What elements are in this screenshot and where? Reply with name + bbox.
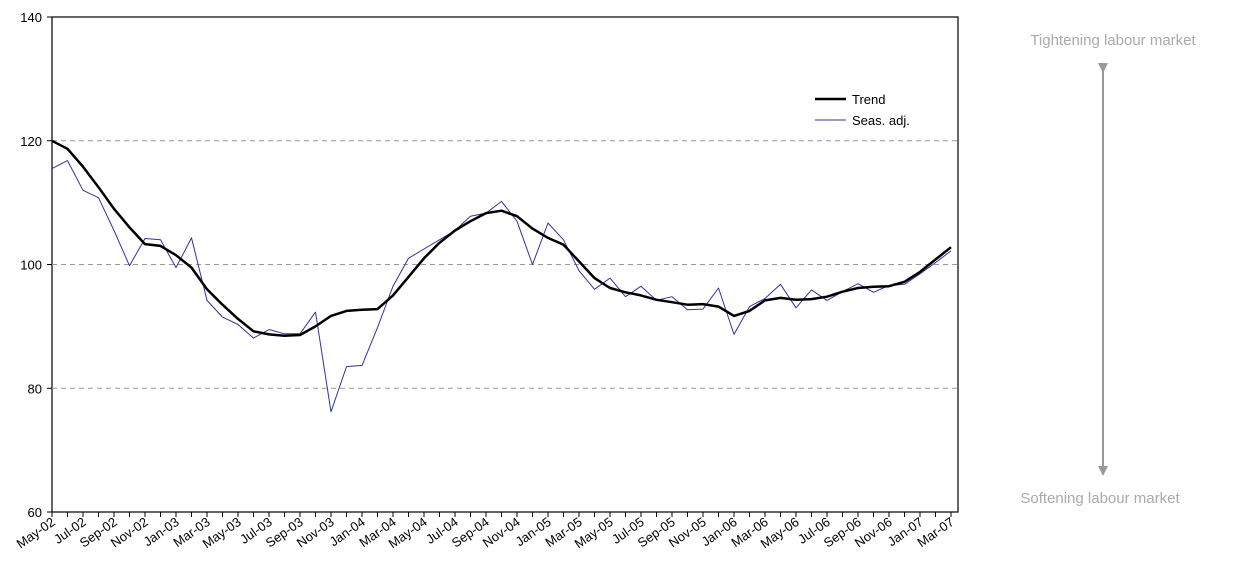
line xyxy=(51,160,952,413)
y-tick-label: 60 xyxy=(28,505,42,520)
y-tick-label: 100 xyxy=(20,258,42,273)
y-tick-label: 80 xyxy=(28,381,42,396)
y-tick-label: 140 xyxy=(20,10,42,25)
annotation: Softening labour market xyxy=(1020,490,1180,507)
legend-label: Trend xyxy=(852,92,885,107)
annotation: Tightening labour market xyxy=(1030,32,1196,49)
legend-label: Seas. adj. xyxy=(852,113,910,128)
line xyxy=(51,139,952,337)
y-tick-label: 120 xyxy=(20,134,42,149)
